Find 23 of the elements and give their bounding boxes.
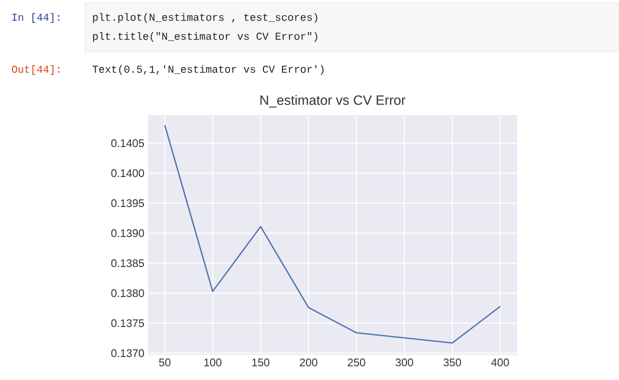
y-tick-label: 0.1405	[111, 139, 144, 148]
chart-title: N_estimator vs CV Error	[260, 94, 406, 108]
x-tick-label: 150	[252, 358, 270, 366]
line-series	[164, 124, 501, 344]
x-tick-label: 300	[396, 358, 414, 366]
x-tick-label: 350	[444, 358, 462, 366]
text: Out[44]:	[12, 65, 60, 75]
text: plt.plot(N_estimators , test_scores)	[93, 13, 318, 23]
text: In [44]:	[12, 13, 60, 23]
text: plt.title("N_estimator vs CV Error")	[93, 32, 318, 42]
y-tick-label: 0.1370	[111, 349, 144, 358]
y-tick-label: 0.1395	[111, 199, 144, 208]
x-tick-label: 50	[159, 358, 170, 366]
x-tick-label: 100	[204, 358, 222, 366]
x-tick-label: 200	[300, 358, 318, 366]
x-tick-label: 400	[491, 358, 509, 366]
text: Text(0.5,1,'N_estimator vs CV Error')	[92, 65, 324, 75]
y-tick-label: 0.1400	[111, 169, 144, 178]
y-tick-label: 0.1385	[111, 259, 144, 268]
y-tick-label: 0.1390	[111, 229, 144, 238]
y-tick-label: 0.1380	[111, 289, 144, 298]
x-tick-label: 250	[348, 358, 366, 366]
y-tick-label: 0.1375	[111, 319, 144, 328]
